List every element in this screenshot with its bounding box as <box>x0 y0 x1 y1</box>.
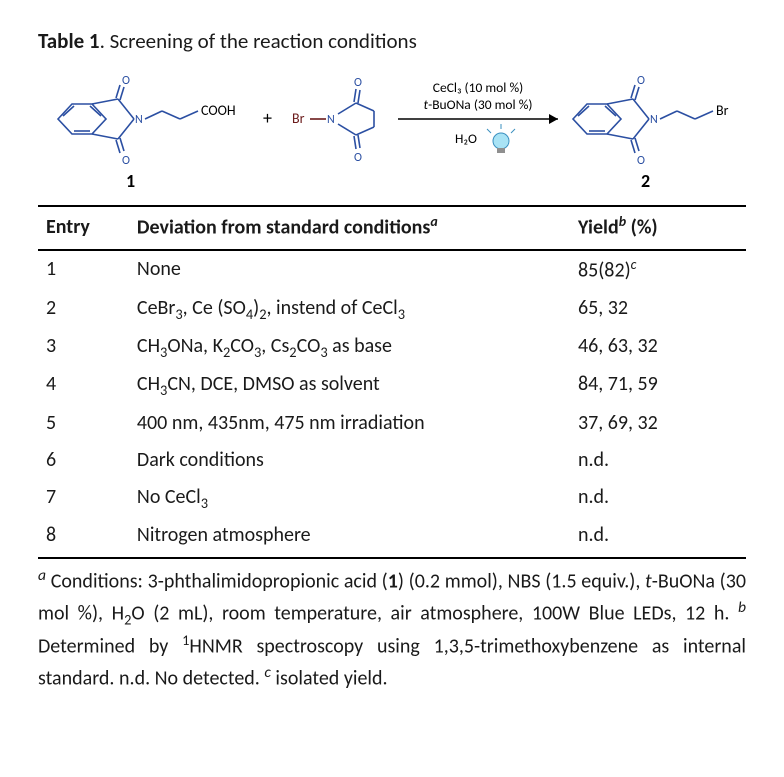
cell-yield: 37, 69, 32 <box>578 405 746 442</box>
table-row: 6Dark conditionsn.d. <box>38 442 746 479</box>
plus-sign: + <box>263 107 272 129</box>
cell-deviation: None <box>137 250 578 290</box>
svg-text:O: O <box>354 76 362 90</box>
cell-deviation: CH3ONa, K2CO3, Cs2CO3 as base <box>137 328 578 366</box>
product-br-label: Br <box>716 102 729 119</box>
compound-1-label: 1 <box>126 170 135 192</box>
table-row: 2CeBr3, Ce (SO4)2, instend of CeCl365, 3… <box>38 290 746 328</box>
cell-deviation: Dark conditions <box>137 442 578 479</box>
table-row: 5400 nm, 435nm, 475 nm irradiation37, 69… <box>38 405 746 442</box>
reagent-line-2: t-BuONa (30 mol %) <box>424 96 533 113</box>
reaction-scheme: O O N COOH 1 + Br N <box>38 69 746 199</box>
svg-text:N: N <box>135 113 143 127</box>
svg-text:O: O <box>354 151 362 165</box>
svg-text:O: O <box>637 154 645 168</box>
th-yield-text: Yield <box>578 216 619 240</box>
reagent-line-3: H₂O <box>455 130 477 147</box>
svg-text:N: N <box>650 113 658 127</box>
cell-entry: 7 <box>38 479 137 517</box>
table-footnotes: a Conditions: 3-phthalimidopropionic aci… <box>38 557 746 694</box>
table-row: 4CH3CN, DCE, DMSO as solvent84, 71, 59 <box>38 366 746 404</box>
cell-yield: 85(82)c <box>578 250 746 290</box>
cell-yield: n.d. <box>578 517 746 557</box>
th-deviation-sup: a <box>430 213 437 230</box>
cooh-label: COOH <box>201 102 236 119</box>
table-title: Table 1. Screening of the reaction condi… <box>38 28 746 55</box>
cell-yield: n.d. <box>578 442 746 479</box>
svg-text:Br: Br <box>292 110 305 127</box>
th-deviation-text: Deviation from standard conditions <box>137 216 431 240</box>
svg-text:O: O <box>122 74 130 88</box>
th-deviation: Deviation from standard conditionsa <box>137 206 578 250</box>
page-root: Table 1. Screening of the reaction condi… <box>0 0 784 721</box>
svg-text:N: N <box>327 113 335 127</box>
reagent-line-1: CeCl₃ (10 mol %) <box>433 79 523 96</box>
cell-yield: 65, 32 <box>578 290 746 328</box>
cell-deviation: Nitrogen atmosphere <box>137 517 578 557</box>
table-row: 8Nitrogen atmospheren.d. <box>38 517 746 557</box>
compound-2-label: 2 <box>641 170 650 192</box>
cell-yield: n.d. <box>578 479 746 517</box>
th-yield: Yieldb (%) <box>578 206 746 250</box>
nbs-structure: Br N O O <box>292 76 374 165</box>
cell-entry: 6 <box>38 442 137 479</box>
compound-2: O O N <box>573 74 713 168</box>
lightbulb-icon <box>487 124 515 153</box>
cell-entry: 5 <box>38 405 137 442</box>
cell-yield: 46, 63, 32 <box>578 328 746 366</box>
table-caption: Screening of the reaction conditions <box>110 28 417 54</box>
conditions-table: Entry Deviation from standard conditions… <box>38 205 746 557</box>
cell-entry: 8 <box>38 517 137 557</box>
table-header-row: Entry Deviation from standard conditions… <box>38 206 746 250</box>
th-yield-suffix: (%) <box>626 216 658 240</box>
cell-deviation: CeBr3, Ce (SO4)2, instend of CeCl3 <box>137 290 578 328</box>
cell-deviation: 400 nm, 435nm, 475 nm irradiation <box>137 405 578 442</box>
th-yield-sup: b <box>619 213 626 230</box>
cell-entry: 3 <box>38 328 137 366</box>
svg-text:O: O <box>122 154 130 168</box>
table-body: 1None85(82)c2CeBr3, Ce (SO4)2, instend o… <box>38 250 746 557</box>
table-row: 7No CeCl3n.d. <box>38 479 746 517</box>
th-entry: Entry <box>38 206 137 250</box>
svg-text:O: O <box>637 74 645 88</box>
cell-deviation: CH3CN, DCE, DMSO as solvent <box>137 366 578 404</box>
cell-entry: 4 <box>38 366 137 404</box>
table-label: Table 1 <box>38 28 100 54</box>
table-row: 3CH3ONa, K2CO3, Cs2CO3 as base46, 63, 32 <box>38 328 746 366</box>
scheme-svg: O O N COOH 1 + Br N <box>38 69 746 199</box>
compound-1: O O N <box>58 74 198 168</box>
table-row: 1None85(82)c <box>38 250 746 290</box>
cell-entry: 1 <box>38 250 137 290</box>
cell-yield: 84, 71, 59 <box>578 366 746 404</box>
title-separator: . <box>100 28 110 54</box>
cell-entry: 2 <box>38 290 137 328</box>
reaction-arrow <box>398 114 558 124</box>
cell-deviation: No CeCl3 <box>137 479 578 517</box>
